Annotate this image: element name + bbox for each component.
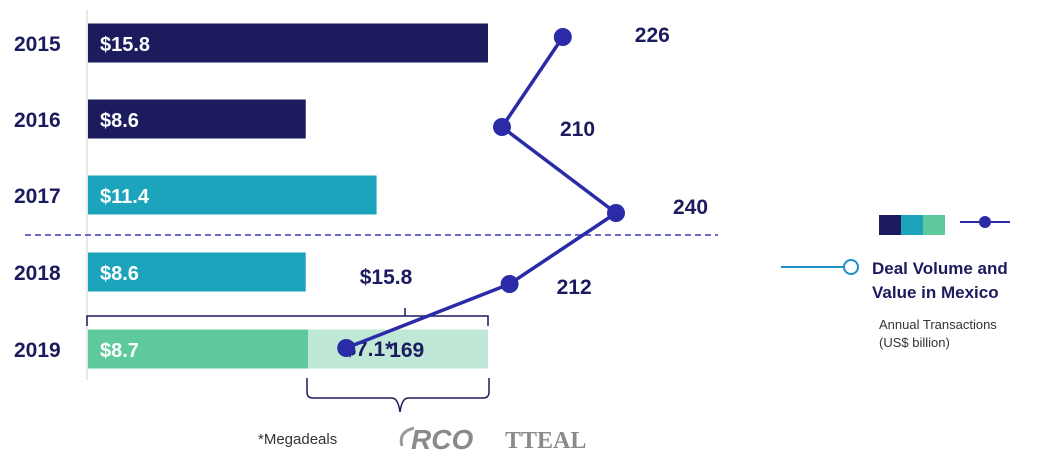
svg-text:TTEAL: TTEAL — [505, 428, 586, 454]
transactions-point-2016 — [493, 118, 511, 136]
legend-subtitle-line1: Annual Transactions — [879, 317, 997, 332]
year-label-2016: 2016 — [14, 109, 61, 132]
transactions-label-2017: 240 — [673, 196, 708, 219]
bar-label-2015: $15.8 — [100, 34, 150, 56]
transactions-line — [346, 37, 616, 348]
legend-swatch-1 — [879, 215, 901, 235]
transactions-point-2018 — [501, 275, 519, 293]
transactions-line-group: 226 210 240 212 169 — [337, 24, 708, 362]
bar-label-2018: $8.6 — [100, 263, 139, 285]
transactions-label-2018: 212 — [557, 276, 592, 299]
footnote: *Megadeals — [258, 431, 337, 448]
year-labels-group: 2015 2016 2017 2018 2019 — [14, 33, 61, 362]
bar-label-2019: $8.7 — [100, 340, 139, 362]
legend-title-line1: Deal Volume and — [872, 259, 1008, 278]
transactions-label-2015: 226 — [635, 24, 670, 47]
year-label-2015: 2015 — [14, 33, 61, 56]
transactions-label-2019: 169 — [389, 339, 424, 362]
rco-logo: RCO — [401, 424, 473, 455]
legend-swatch-2 — [901, 215, 923, 235]
tteal-logo: TTEAL — [505, 428, 586, 454]
transactions-point-2015 — [554, 28, 572, 46]
megadeals-brace — [307, 378, 489, 412]
transactions-point-2019 — [337, 339, 355, 357]
legend-line-marker — [979, 216, 991, 228]
year-label-2017: 2017 — [14, 185, 61, 208]
legend: Deal Volume and Value in Mexico Annual T… — [781, 215, 1010, 350]
year-label-2018: 2018 — [14, 262, 61, 285]
legend-swatch-3 — [923, 215, 945, 235]
bar-label-2017: $11.4 — [100, 186, 150, 208]
legend-bullet-circle — [844, 260, 858, 274]
bar-label-2016: $8.6 — [100, 110, 139, 132]
total-bracket-label: $15.8 — [360, 266, 413, 289]
svg-text:RCO: RCO — [411, 424, 473, 455]
transactions-point-2017 — [607, 204, 625, 222]
transactions-label-2016: 210 — [560, 118, 595, 141]
legend-title-line2: Value in Mexico — [872, 283, 999, 302]
year-label-2019: 2019 — [14, 339, 61, 362]
legend-subtitle-line2: (US$ billion) — [879, 335, 950, 350]
